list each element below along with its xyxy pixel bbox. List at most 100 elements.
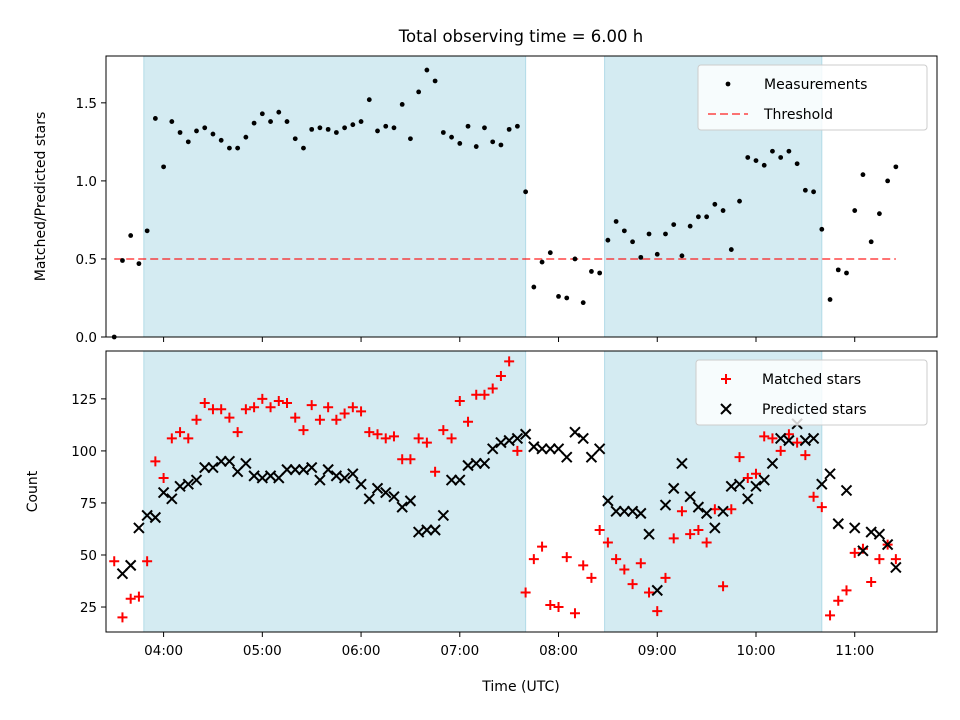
predicted-star-point (380, 486, 392, 499)
axes-frame (105, 350, 938, 633)
shaded-interval-1 (143, 350, 527, 633)
legend-label: Predicted stars (762, 402, 867, 418)
matched-star-point (290, 412, 301, 423)
matched-star-point (125, 593, 136, 604)
measurement-point (465, 123, 471, 129)
matched-star-point (701, 537, 712, 548)
measurement-point (712, 201, 718, 207)
predicted-star-point (577, 432, 589, 445)
matched-star-point (347, 402, 358, 413)
y-tick-label: 75 (80, 496, 97, 512)
matched-star-point (249, 402, 260, 413)
predicted-star-point (454, 474, 466, 486)
measurement-point (613, 219, 619, 224)
x-tick-label: 10:00 (737, 643, 776, 659)
predicted-star-point (421, 524, 433, 536)
predicted-star-point (355, 478, 367, 490)
legend-frame (697, 64, 928, 131)
measurement-point (753, 158, 759, 163)
measurement-point (120, 258, 125, 263)
legend-frame (695, 359, 928, 426)
measurement-point (440, 130, 446, 135)
predicted-star-point (289, 463, 301, 476)
y-tick-label: 1.0 (76, 174, 97, 190)
measurement-point (547, 250, 553, 256)
measurement-point (802, 187, 808, 193)
predicted-star-point (528, 441, 540, 453)
matched-star-point (825, 610, 836, 621)
predicted-star-point (124, 559, 137, 572)
matched-star-point (487, 383, 498, 394)
measurement-point (605, 237, 611, 243)
predicted-star-point (857, 545, 869, 557)
predicted-star-point (404, 495, 417, 507)
matched-star-point (611, 554, 622, 565)
predicted-star-point (849, 522, 861, 534)
measurement-point (375, 128, 380, 134)
matched-star-point (479, 389, 490, 400)
measurement-point (646, 231, 652, 237)
matched-star-point (734, 452, 745, 463)
y-tick-label: 100 (71, 444, 97, 460)
matched-star-point (158, 472, 169, 483)
measurement-point (227, 145, 232, 151)
predicted-star-point (511, 432, 524, 445)
matched-star-point (314, 414, 325, 425)
matched-star-point (463, 416, 474, 427)
series-predicted-stars (116, 418, 902, 597)
matched-star-point (117, 612, 128, 623)
predicted-star-point (881, 538, 894, 551)
measurement-point (482, 125, 487, 131)
measurement-point (194, 128, 199, 134)
measurement-point (169, 119, 175, 124)
predicted-star-point (445, 474, 458, 486)
matched-star-point (405, 454, 416, 465)
predicted-star-point (610, 505, 622, 517)
measurement-point (177, 130, 183, 135)
legend-marker-measurements (725, 81, 731, 87)
predicted-star-point (626, 505, 639, 517)
matched-star-point (512, 445, 523, 456)
x-tick-label: 11:00 (835, 643, 874, 659)
matched-star-point (619, 564, 630, 575)
predicted-star-point (766, 457, 779, 470)
predicted-star-point (799, 434, 812, 447)
measurement-point (770, 148, 775, 154)
predicted-star-point (684, 490, 696, 503)
y-tick-label: 50 (80, 548, 97, 564)
measurement-point (235, 145, 241, 151)
matched-star-point (800, 450, 811, 461)
legend-label: Matched stars (762, 372, 861, 388)
measurement-point (835, 267, 841, 273)
measurement-point (391, 125, 397, 131)
measurement-point (539, 259, 545, 265)
predicted-star-point (725, 480, 738, 493)
matched-star-point (644, 587, 655, 598)
measurement-point (152, 116, 158, 121)
x-tick-label: 08:00 (539, 643, 578, 659)
predicted-star-point (750, 480, 762, 493)
measurement-point (885, 178, 891, 184)
matched-star-point (504, 356, 515, 367)
measurement-point (218, 137, 224, 143)
matched-star-point (627, 579, 638, 590)
matched-star-point (454, 395, 465, 406)
measurement-point (654, 251, 660, 257)
measurement-point (490, 139, 496, 145)
matched-star-point (364, 427, 375, 438)
measurement-point (564, 295, 570, 301)
matched-star-point (133, 591, 144, 602)
matched-star-point (660, 572, 671, 583)
predicted-star-point (223, 455, 236, 468)
predicted-star-point (758, 474, 770, 486)
matched-star-point (866, 577, 877, 588)
predicted-star-point (314, 474, 326, 486)
measurement-point (868, 239, 874, 245)
series-matched-stars (109, 356, 901, 623)
predicted-star-point (199, 461, 211, 474)
measurement-point (671, 222, 677, 228)
measurement-point (572, 256, 578, 262)
measurement-point (473, 144, 479, 149)
matched-star-point (331, 414, 342, 425)
measurement-point (292, 136, 298, 142)
